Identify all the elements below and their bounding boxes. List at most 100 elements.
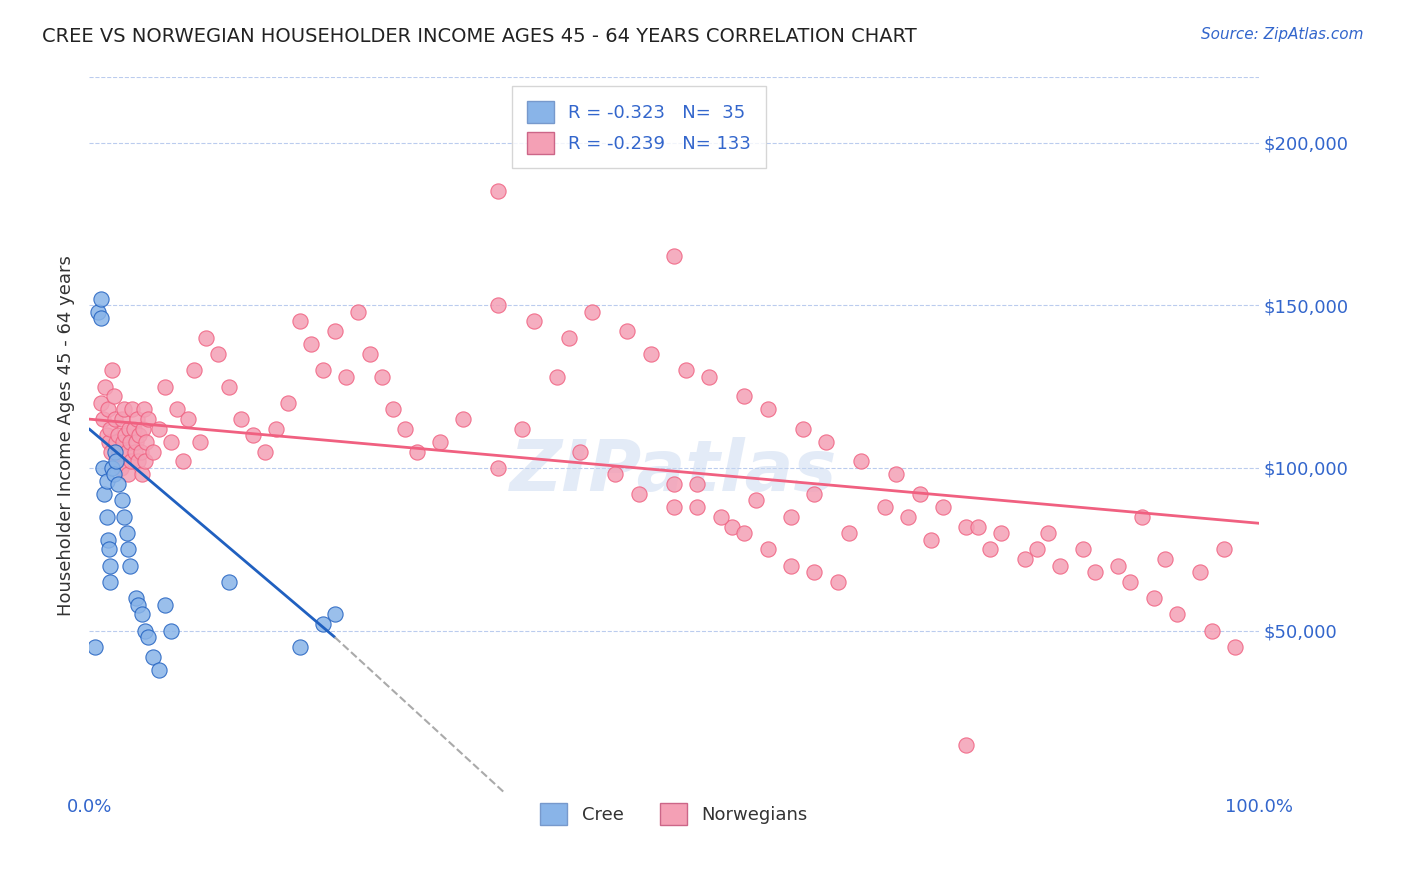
Point [394,422,416,436]
Point [1119,574,1142,589]
Point [195,331,218,345]
Point [114,428,136,442]
Point [323,324,346,338]
Point [128,428,150,442]
Point [104,454,127,468]
Point [488,298,510,312]
Point [792,422,814,436]
Point [105,454,128,468]
Point [990,526,1012,541]
Point [108,444,131,458]
Point [134,624,156,638]
Point [118,434,141,449]
Point [127,598,149,612]
Point [142,649,165,664]
Point [745,493,768,508]
Point [662,477,685,491]
Point [93,487,115,501]
Point [662,500,685,514]
Point [104,444,127,458]
Point [183,363,205,377]
Point [87,304,110,318]
Point [1025,542,1047,557]
Point [1225,640,1247,654]
Point [1014,552,1036,566]
Point [131,467,153,482]
Point [242,428,264,442]
Point [96,509,118,524]
Point [153,379,176,393]
Point [104,434,127,449]
Point [218,379,240,393]
Point [1166,607,1188,622]
Point [98,574,121,589]
Point [96,474,118,488]
Point [111,434,134,449]
Point [98,422,121,436]
Point [107,428,129,442]
Point [662,249,685,263]
Point [323,607,346,622]
Point [98,558,121,573]
Point [979,542,1001,557]
Point [1107,558,1129,573]
Point [148,422,170,436]
Point [1189,565,1212,579]
Point [112,509,135,524]
Point [1038,526,1060,541]
Point [1154,552,1177,566]
Point [686,477,709,491]
Point [136,412,159,426]
Point [90,311,112,326]
Point [347,304,370,318]
Point [1130,509,1153,524]
Point [814,434,837,449]
Point [616,324,638,338]
Point [510,422,533,436]
Point [104,412,127,426]
Point [955,738,977,752]
Point [605,467,627,482]
Point [111,412,134,426]
Point [697,369,720,384]
Point [884,467,907,482]
Point [132,422,155,436]
Point [756,542,779,557]
Point [160,624,183,638]
Point [849,454,872,468]
Point [382,402,405,417]
Point [897,509,920,524]
Point [122,422,145,436]
Point [264,422,287,436]
Point [134,454,156,468]
Point [84,640,107,654]
Point [803,565,825,579]
Point [97,533,120,547]
Point [488,461,510,475]
Point [908,487,931,501]
Point [148,663,170,677]
Point [873,500,896,514]
Point [120,454,142,468]
Text: Source: ZipAtlas.com: Source: ZipAtlas.com [1201,27,1364,42]
Point [1212,542,1234,557]
Legend: Cree, Norwegians: Cree, Norwegians [531,795,817,834]
Point [932,500,955,514]
Point [277,396,299,410]
Point [405,444,427,458]
Point [118,422,141,436]
Point [1142,591,1164,606]
Point [121,402,143,417]
Point [127,454,149,468]
Point [955,519,977,533]
Point [756,402,779,417]
Point [117,542,139,557]
Point [166,402,188,417]
Point [112,402,135,417]
Point [111,493,134,508]
Point [107,477,129,491]
Point [686,500,709,514]
Point [523,314,546,328]
Point [429,434,451,449]
Point [218,574,240,589]
